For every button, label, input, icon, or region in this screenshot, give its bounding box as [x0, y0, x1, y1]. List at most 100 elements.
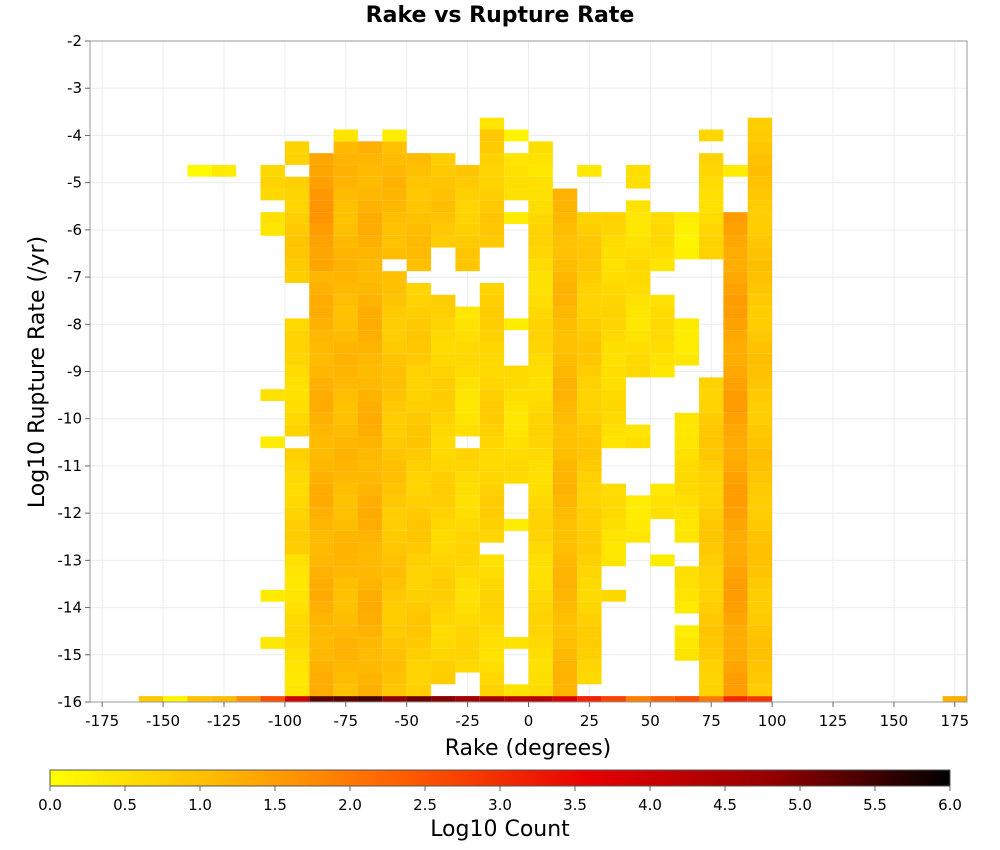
heatmap-cell — [455, 483, 480, 496]
heatmap-cell — [309, 271, 334, 283]
heatmap-cell — [528, 141, 553, 154]
heatmap-cell — [723, 341, 748, 354]
heatmap-cell — [577, 341, 602, 354]
heatmap-cell — [479, 353, 505, 366]
heatmap-cell — [625, 530, 651, 543]
heatmap-cell — [479, 471, 505, 484]
heatmap-cell — [479, 141, 505, 154]
heatmap-cell — [577, 601, 602, 614]
heatmap-cell — [382, 519, 407, 531]
heatmap-cell — [406, 530, 432, 543]
heatmap-cell — [723, 377, 748, 390]
heatmap-cell — [382, 330, 407, 342]
heatmap-cell — [382, 554, 407, 567]
heatmap-cell — [577, 164, 602, 177]
heatmap-cell — [406, 153, 432, 165]
heatmap-cell — [552, 401, 578, 413]
heatmap-cell — [747, 542, 773, 555]
heatmap-cell — [723, 672, 748, 685]
heatmap-cell — [747, 684, 773, 697]
heatmap-cell — [479, 282, 505, 295]
heatmap-cell — [747, 460, 773, 472]
heatmap-cell — [528, 164, 553, 177]
heatmap-cell — [747, 436, 773, 449]
heatmap-cell — [382, 566, 407, 579]
heatmap-cell — [528, 330, 553, 342]
heatmap-cell — [309, 282, 334, 295]
heatmap-cell — [333, 412, 358, 425]
heatmap-cell — [333, 365, 358, 378]
heatmap-cell — [309, 566, 334, 579]
heatmap-cell — [528, 389, 553, 402]
heatmap-cell — [699, 164, 724, 177]
heatmap-cell — [552, 353, 578, 366]
heatmap-cell — [236, 696, 261, 702]
heatmap-cell — [284, 412, 310, 425]
heatmap-cell — [406, 247, 432, 260]
heatmap-cell — [406, 554, 432, 567]
heatmap-cell — [382, 637, 407, 649]
heatmap-cell — [625, 306, 651, 319]
heatmap-cell — [699, 153, 724, 165]
heatmap-cell — [747, 200, 773, 213]
heatmap-cell — [357, 672, 383, 685]
heatmap-cell — [747, 696, 773, 702]
heatmap-cell — [406, 637, 432, 649]
heatmap-cell — [723, 235, 748, 248]
heatmap-cell — [455, 247, 480, 260]
heatmap-cell — [357, 519, 383, 531]
heatmap-cell — [699, 507, 724, 520]
heatmap-cell — [309, 200, 334, 213]
heatmap-cell — [528, 401, 553, 413]
x-tick-label: -50 — [394, 712, 419, 730]
x-axis-ticks: -175 -150 -125 -100 -75 -50 -25 0 25 50 75 100 125 15… — [85, 702, 969, 730]
heatmap-cell — [528, 424, 553, 437]
heatmap-cell — [309, 389, 334, 402]
heatmap-cell — [211, 696, 237, 702]
heatmap-cell — [309, 554, 334, 567]
heatmap-cell — [577, 294, 602, 307]
heatmap-cell — [479, 637, 505, 649]
heatmap-cell — [552, 483, 578, 496]
heatmap-cell — [382, 129, 407, 142]
colorbar — [49, 769, 951, 787]
heatmap-cell — [357, 200, 383, 213]
heatmap-cell — [406, 436, 432, 449]
heatmap-cell — [699, 235, 724, 248]
colorbar-label: Log10 Count — [430, 817, 570, 842]
heatmap-cell — [674, 341, 700, 354]
heatmap-cell — [333, 471, 358, 484]
heatmap-cell — [357, 648, 383, 661]
heatmap-cell — [479, 389, 505, 402]
heatmap-cell — [284, 377, 310, 390]
heatmap-cell — [552, 259, 578, 272]
heatmap-cell — [333, 318, 358, 331]
heatmap-cell — [333, 282, 358, 295]
heatmap-cell — [333, 306, 358, 319]
heatmap-cell — [431, 377, 456, 390]
heatmap-cell — [625, 223, 651, 236]
heatmap-cell — [625, 519, 651, 531]
heatmap-cell — [455, 176, 480, 189]
heatmap-cell — [260, 223, 285, 236]
heatmap-cell — [431, 554, 456, 567]
heatmap-cell — [333, 401, 358, 413]
heatmap-cell — [528, 684, 553, 697]
heatmap-cell — [357, 330, 383, 342]
heatmap-cell — [528, 412, 553, 425]
heatmap-cell — [625, 200, 651, 213]
heatmap-cell — [455, 519, 480, 531]
heatmap-cell — [479, 601, 505, 614]
colorbar-ticks: 0.0 0.5 1.0 1.5 2.0 2.5 3.0 3.5 4.0 4.5 5.0 5.5 6.0 — [38, 786, 962, 814]
heatmap-cell — [601, 341, 626, 354]
heatmap-cell — [455, 601, 480, 614]
heatmap-cell — [674, 578, 700, 590]
heatmap-cell — [406, 613, 432, 626]
heatmap-cell — [747, 341, 773, 354]
heatmap-cell — [747, 578, 773, 590]
heatmap-cell — [504, 460, 529, 472]
heatmap-cell — [504, 212, 529, 224]
heatmap-cell — [357, 436, 383, 449]
heatmap-cell — [333, 495, 358, 508]
heatmap-cell — [650, 365, 675, 378]
